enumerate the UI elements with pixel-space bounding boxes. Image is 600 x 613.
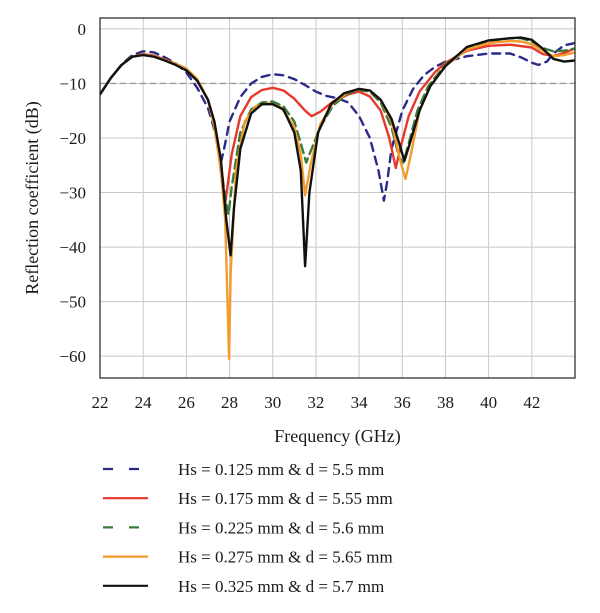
x-axis-title: Frequency (GHz) (274, 426, 400, 447)
legend-label-3: Hs = 0.225 mm & d = 5.6 mm (178, 518, 384, 537)
y-tick-labels: 0 −10 −20 −30 −40 −50 −60 (59, 20, 86, 366)
series-layer (100, 36, 575, 361)
x-tick-label: 42 (523, 393, 540, 412)
x-tick-labels: 22 24 26 28 30 32 34 36 38 40 42 (92, 393, 541, 412)
y-tick-label: −50 (59, 293, 86, 312)
x-tick-label: 36 (394, 393, 411, 412)
y-tick-label: −10 (59, 74, 86, 93)
x-tick-label: 34 (351, 393, 369, 412)
series-line-5 (100, 36, 575, 268)
x-tick-label: 24 (135, 393, 153, 412)
y-tick-label: 0 (78, 20, 87, 39)
grid (99, 18, 575, 378)
x-tick-label: 32 (307, 393, 324, 412)
legend: Hs = 0.125 mm & d = 5.5 mm Hs = 0.175 mm … (103, 460, 393, 596)
legend-label-4: Hs = 0.275 mm & d = 5.65 mm (178, 548, 393, 567)
plot-frame (99, 17, 576, 379)
series-line-2 (100, 43, 575, 205)
y-tick-label: −20 (59, 129, 86, 148)
x-tick-label: 28 (221, 393, 238, 412)
y-tick-label: −60 (59, 347, 86, 366)
series-line-1 (100, 41, 575, 202)
legend-label-1: Hs = 0.125 mm & d = 5.5 mm (178, 460, 384, 479)
x-tick-label: 30 (264, 393, 281, 412)
y-axis-title: Reflection coefficient (dB) (22, 101, 43, 295)
series-line-3 (100, 37, 575, 216)
series-line-4 (100, 39, 575, 361)
x-tick-label: 22 (92, 393, 109, 412)
y-tick-label: −40 (59, 238, 86, 257)
x-tick-label: 26 (178, 393, 195, 412)
x-tick-label: 40 (480, 393, 497, 412)
y-tick-label: −30 (59, 184, 86, 203)
legend-label-2: Hs = 0.175 mm & d = 5.55 mm (178, 489, 393, 508)
legend-label-5: Hs = 0.325 mm & d = 5.7 mm (178, 577, 384, 596)
x-tick-label: 38 (437, 393, 454, 412)
